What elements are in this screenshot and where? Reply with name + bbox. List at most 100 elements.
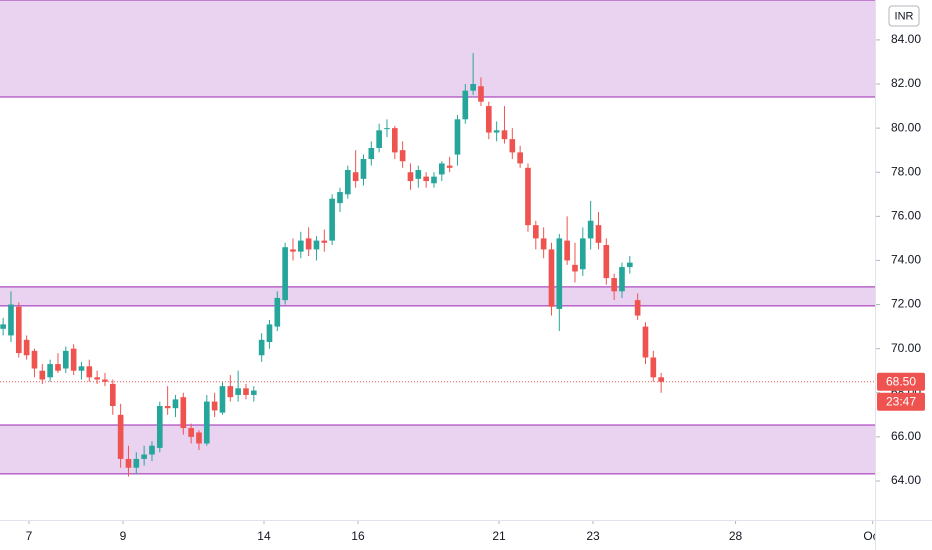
candle-body: [141, 454, 147, 459]
candle-body: [8, 304, 14, 336]
candle-body: [595, 225, 602, 243]
candle-body: [572, 264, 578, 272]
x-tick-label: 7: [26, 529, 33, 543]
y-tick-label: 64.00: [891, 473, 921, 487]
x-tick-label: 23: [586, 529, 600, 543]
candle-body: [305, 238, 312, 250]
candle-body: [55, 364, 61, 371]
candle-body: [235, 388, 241, 395]
last-price-label: 68.50: [886, 374, 916, 388]
y-tick-label: 66.00: [891, 429, 921, 443]
x-tick-label: 16: [351, 529, 365, 543]
candle-body: [485, 106, 492, 133]
candle-body: [446, 165, 453, 168]
candle-body: [172, 399, 179, 409]
candle-body: [243, 388, 249, 395]
candle-body: [313, 240, 320, 250]
candle-body: [149, 445, 155, 455]
countdown-label: 23:47: [886, 394, 916, 408]
candle-body: [587, 220, 594, 239]
candle-body: [556, 238, 563, 309]
y-tick-label: 80.00: [891, 120, 921, 134]
candle-body: [219, 386, 226, 413]
countdown-box: [877, 392, 925, 411]
y-tick-label: 74.00: [891, 253, 921, 267]
candle-body: [196, 432, 202, 444]
candle-body: [525, 167, 531, 226]
candle-body: [634, 300, 641, 316]
candle-body: [493, 130, 500, 133]
candle-body: [407, 172, 414, 182]
candle-body: [109, 383, 116, 406]
candle-body: [517, 152, 523, 164]
candle-body: [658, 377, 664, 382]
candle-body: [611, 278, 617, 292]
candle-body: [642, 326, 649, 358]
x-tick-label: Oct: [863, 529, 882, 543]
y-axis: 64.0066.0068.0070.0072.0074.0076.0078.00…: [875, 32, 921, 487]
candle-body: [258, 339, 265, 356]
candle-body: [376, 130, 382, 148]
candle-body: [0, 324, 6, 329]
y-tick-label: 70.00: [891, 341, 921, 355]
x-tick-label: 21: [492, 529, 506, 543]
candle-body: [509, 139, 516, 153]
candle-body: [156, 405, 163, 448]
candle-body: [478, 86, 484, 102]
zone: [0, 0, 875, 98]
candle-body: [297, 240, 304, 252]
candle-body: [579, 238, 586, 270]
candle-body: [650, 357, 657, 378]
x-tick-label: 9: [120, 529, 127, 543]
last-price-box: [877, 372, 925, 391]
candle-body: [250, 390, 257, 395]
candle-body: [337, 192, 343, 204]
candle-body: [399, 150, 406, 162]
x-axis: 7 9 14 16 21 23 28 Oct: [26, 520, 882, 543]
candle-body: [352, 172, 359, 182]
candle-body: [290, 249, 296, 252]
candle-body: [626, 262, 633, 268]
zone: [0, 424, 875, 474]
candle-body: [548, 249, 555, 307]
candle-body: [70, 348, 77, 371]
candle-body: [391, 128, 398, 153]
candle-body: [470, 84, 476, 91]
candle-body: [180, 397, 187, 429]
candle-body: [564, 240, 570, 261]
candle-body: [15, 306, 22, 354]
candle-body: [62, 350, 69, 369]
candle-body: [94, 377, 100, 380]
candle-body: [423, 176, 429, 182]
candle-body: [438, 163, 445, 175]
candle-body: [133, 458, 140, 468]
zone: [0, 286, 875, 306]
candle-body: [125, 458, 132, 468]
candle-body: [431, 176, 437, 184]
candle-body: [86, 366, 93, 378]
candle-body: [164, 405, 171, 409]
candle-body: [321, 240, 328, 243]
candle-body: [211, 401, 218, 411]
candle-body: [78, 366, 85, 371]
candle-body: [282, 247, 288, 301]
candle-body: [501, 130, 508, 140]
candle-body: [23, 339, 30, 356]
candle-body: [368, 147, 375, 159]
currency-box[interactable]: [888, 5, 920, 27]
y-tick-label: 76.00: [891, 209, 921, 223]
candle-body: [117, 414, 124, 459]
y-tick-label: 84.00: [891, 32, 921, 46]
currency-label[interactable]: INR: [895, 10, 914, 22]
candle-body: [360, 158, 367, 179]
candle-body: [619, 267, 625, 292]
candle-body: [540, 238, 547, 250]
candle-body: [603, 245, 610, 279]
candle-body: [532, 225, 539, 239]
candle-body: [384, 128, 390, 130]
candle-body: [39, 370, 46, 380]
x-tick-label: 28: [729, 529, 743, 543]
candle-body: [415, 170, 422, 179]
candle-body: [31, 350, 38, 369]
